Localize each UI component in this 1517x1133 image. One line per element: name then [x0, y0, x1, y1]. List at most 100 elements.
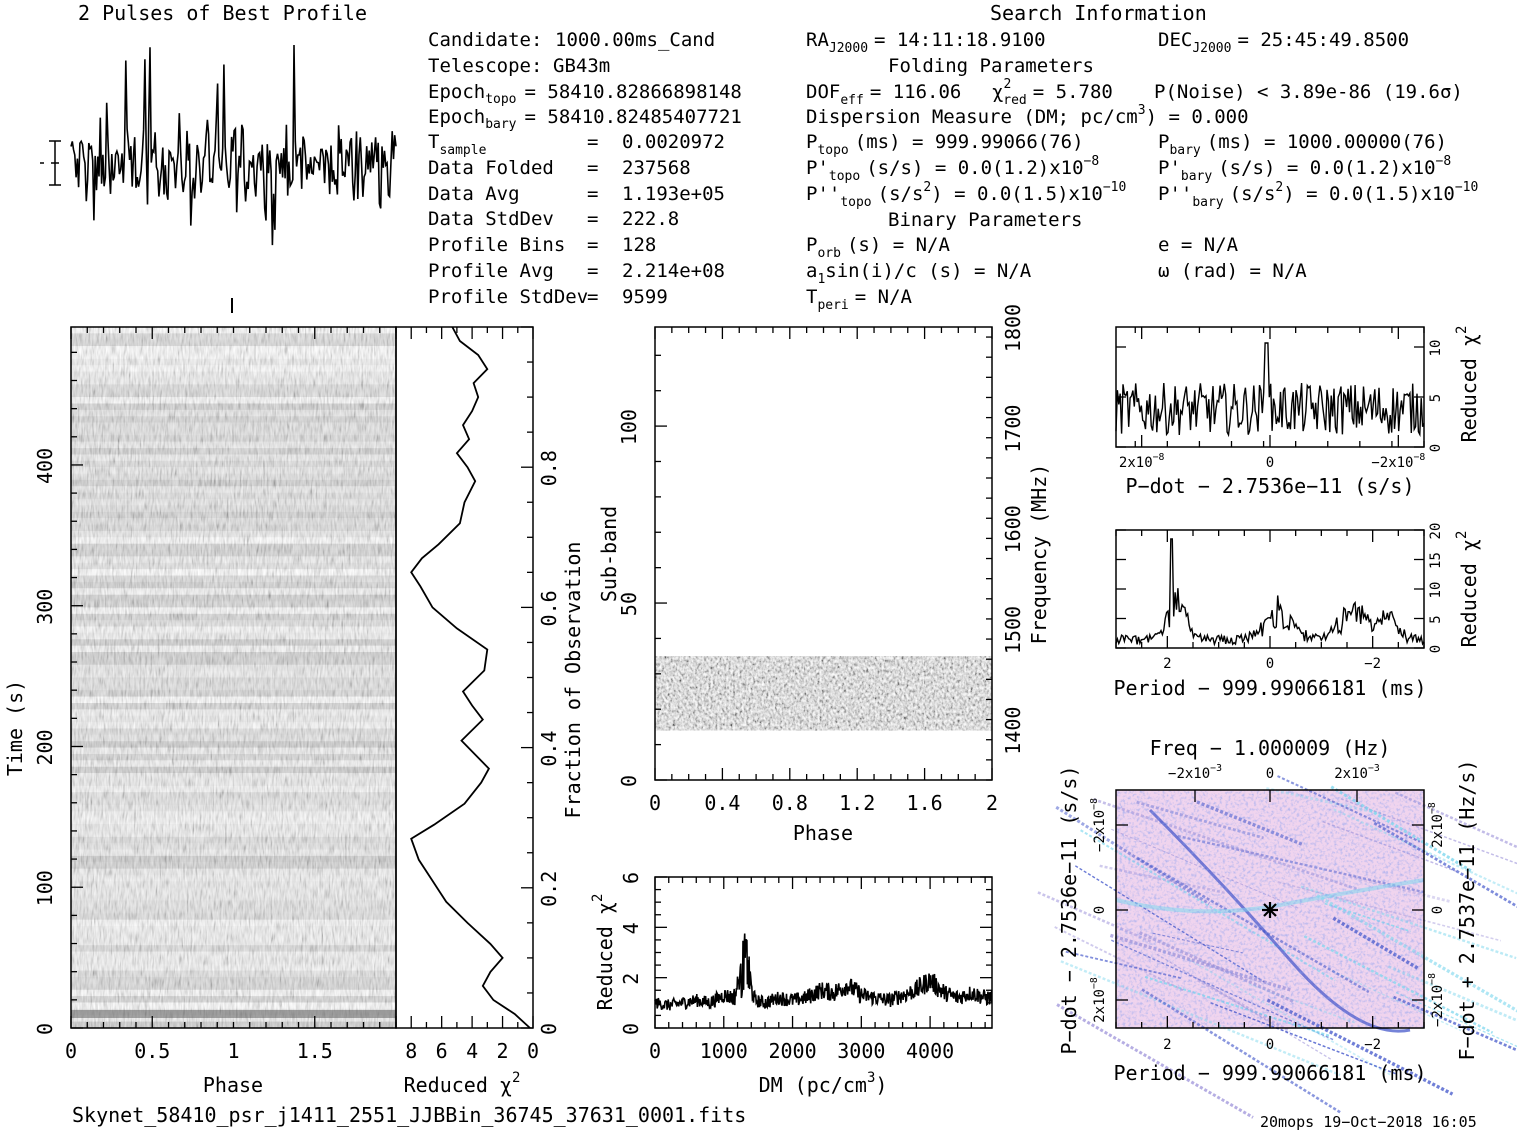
subband-tick-label: 0 — [617, 775, 641, 787]
time-bin-row — [71, 996, 396, 1003]
dm-axis-label: DM (pc/cm3) — [759, 1070, 888, 1097]
time-bin-row — [71, 951, 396, 958]
time-bin-row — [71, 626, 396, 633]
time-bin-row — [71, 938, 396, 946]
frequency-tick-label: 1600 — [1001, 505, 1025, 553]
time-bin-row — [71, 926, 396, 933]
p-orb: Porb (s) = N/A — [806, 234, 950, 261]
time-bin-row — [71, 346, 396, 353]
time-bin-row — [71, 887, 396, 895]
contour-streak — [1374, 823, 1517, 985]
fraction-tick-label: 0.4 — [537, 731, 561, 767]
chi2-vs-dm-plot: 0 1000 2000 3000 4000 0 2 4 6 DM (pc/cm3) Reduce… — [590, 872, 993, 1097]
chi2-vs-time-plot: 8 6 4 2 000.20.40.60.8 Reduced χ2 Fraction o… — [395, 326, 585, 1097]
time-bin-row — [71, 1015, 396, 1022]
map-freq-tick-label: 2x10−3 — [1334, 763, 1380, 782]
t-peri: Tperi = N/A — [806, 286, 913, 313]
map-fdot-tick-label: 0 — [1430, 906, 1446, 914]
contour-streak — [1057, 1005, 1253, 1118]
frequency-tick-label: 1700 — [1001, 405, 1025, 453]
fraction-tick-label: 0.8 — [537, 450, 561, 486]
time-bin-row — [71, 734, 396, 742]
time-phase-ticks — [70, 327, 397, 1029]
time-bin-row — [71, 875, 396, 882]
time-bin-row — [71, 683, 396, 691]
time-bin-row — [71, 754, 396, 761]
map-pdot-tick-label: 0 — [1092, 906, 1108, 914]
phase-axis-label: Phase — [203, 1073, 263, 1097]
time-bin-row — [71, 696, 396, 703]
time-bin-row — [71, 518, 396, 525]
time-bin-row — [71, 741, 396, 748]
chi2-tick-label: 2 — [497, 1039, 509, 1063]
time-bin-row — [71, 913, 396, 920]
binary-title: Binary Parameters — [888, 209, 1082, 231]
time-bin-row — [71, 843, 396, 850]
profile-errorbar — [40, 140, 61, 186]
frequency-axis-label: Frequency (MHz) — [1027, 464, 1051, 645]
time-bin-row — [71, 671, 396, 678]
subband-tick-label: 100 — [617, 409, 641, 445]
pdot-bary: P'bary (s/s) = 0.0(1.2)x10−8 — [1158, 154, 1451, 184]
time-bin-row — [71, 365, 396, 372]
time-bin-row — [71, 632, 396, 640]
dm-tick-label: 4000 — [906, 1039, 954, 1063]
epoch-bary: Epochbary = 58410.82485407721 — [428, 106, 742, 132]
time-bin-row — [71, 620, 396, 627]
dm-chi2-tick-label: 6 — [619, 872, 643, 884]
data-folded-value: 237568 — [622, 157, 691, 179]
time-bin-row — [71, 817, 396, 825]
t-sample-value: 0.0020972 — [622, 131, 725, 153]
time-bin-row — [71, 964, 396, 971]
time-bin-row — [71, 1002, 396, 1009]
subband-vs-phase-plot: 0 0.4 0.8 1.2 1.6 2 0 50 100 1400 1500 1600 1700 1800… — [597, 304, 1051, 845]
time-bin-row — [71, 499, 396, 506]
dm-tick-label: 0 — [649, 1039, 661, 1063]
p-bary: Pbary (ms) = 1000.00000(76) — [1158, 131, 1447, 158]
profile-bins-value: 128 — [622, 234, 656, 256]
phase-tick-label: 1 — [227, 1039, 239, 1063]
time-bin-row — [71, 339, 396, 347]
period-chi2-xlabel: Period − 999.99066181 (ms) — [1113, 676, 1426, 700]
time-bin-row — [71, 906, 396, 914]
time-bin-row — [71, 779, 396, 786]
time-axis-label: Time (s) — [3, 680, 27, 776]
fraction-tick-label: 0.2 — [537, 871, 561, 907]
map-freq-tick-label: 0 — [1266, 766, 1274, 782]
period-tick-label: −2 — [1364, 656, 1381, 672]
time-bin-row — [71, 690, 396, 697]
phase-tick-label: 0 — [65, 1039, 77, 1063]
subband-phase-tick-label: 0.4 — [704, 791, 740, 815]
frequency-tick-label: 1800 — [1001, 304, 1025, 352]
pdot-chi2-ylabel: Reduced χ2 — [1454, 326, 1481, 443]
pdot-topo: P'topo (s/s) = 0.0(1.2)x10−8 — [806, 154, 1099, 184]
best-fit-marker — [1262, 902, 1278, 918]
chi-red: χ2 red = 5.780 — [992, 77, 1113, 108]
time-bin-row — [71, 664, 396, 672]
pdot-tick-label: 0 — [1266, 455, 1274, 471]
search-info: RAJ2000 = 14:11:18.9100 DECJ2000 = 25:45:4… — [806, 29, 1478, 313]
time-tick-label: 300 — [33, 589, 57, 625]
pdot-map-ylabel: P−dot − 2.7536e−11 (s/s) — [1057, 766, 1081, 1055]
phase-tick-label: 0.5 — [134, 1039, 170, 1063]
eccentricity: e = N/A — [1158, 234, 1239, 256]
profile-bins-label: Profile Bins — [428, 234, 565, 256]
period-chi2-tick-label: 10 — [1428, 582, 1444, 599]
map-freq-tick-label: −2x10−3 — [1168, 763, 1222, 782]
time-bin-row — [71, 556, 396, 563]
period-tick-label: 2 — [1163, 656, 1171, 672]
time-bin-row — [71, 862, 396, 869]
profile-avg-label: Profile Avg — [428, 260, 554, 282]
time-bin-row — [71, 747, 396, 754]
map-fdot-tick-label: −2x10−8 — [1427, 973, 1446, 1027]
candidate-value: 1000.00ms_Cand — [555, 29, 715, 51]
dec: DECJ2000 = 25:45:49.8500 — [1158, 29, 1409, 56]
period-chi2-ticks — [1115, 529, 1425, 649]
pdot-vs-period-plot: 2 0 −2 −2x10−3 0 2x10−3 −2x10−8 0 2x10−8 2x10−8 0 −… — [1038, 736, 1517, 1117]
dm-ticks — [654, 876, 992, 1029]
subband-phase-label: Phase — [793, 821, 853, 845]
time-bin-row — [71, 333, 396, 340]
